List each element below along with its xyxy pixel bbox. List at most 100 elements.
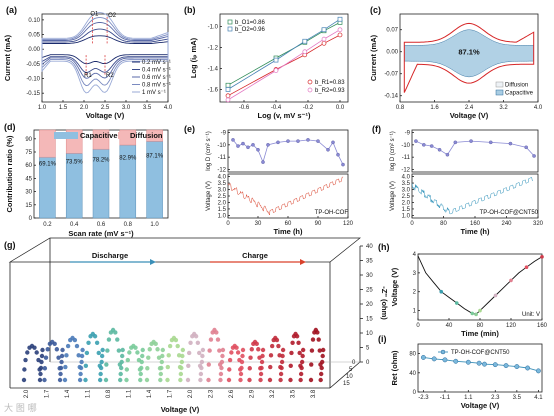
panel-g-arc-point (289, 350, 294, 356)
panel-h-eis-point (478, 308, 482, 313)
panel-g-charge-label: Charge (242, 251, 268, 260)
panel-g-arc-point (83, 377, 88, 383)
panel-a-legend-1: 0.4 mV s⁻¹ (142, 68, 171, 74)
panel-e-bottom-ytick: 1.0 (218, 213, 227, 219)
panel-g-arc-point (57, 377, 63, 383)
panel-g-ztick: 35 (366, 259, 373, 265)
panel-g-xtick: 2.9 (250, 389, 256, 398)
panel-e-xlabel: Time (h) (273, 227, 303, 236)
panel-b-frame (219, 13, 349, 103)
panel-h-eis-point (454, 301, 459, 305)
panel-e-bottom-ytick: 3.0 (218, 188, 227, 194)
panel-g-arc-point (156, 355, 162, 360)
panel-g-ztick: 40 (366, 244, 373, 250)
panel-g-tail-point (220, 347, 226, 353)
panel-f-top-ytick: -11 (402, 155, 411, 161)
panel-g-arc-point (37, 377, 43, 383)
panel-g-xtick: 3.5 (291, 389, 297, 398)
panel-i-ret-point (442, 357, 448, 363)
panel-g-arc-point (207, 348, 212, 353)
panel-i-xtick: -2.3 (418, 395, 429, 401)
panel-f-legend: TP-OH-COF@CNT50 (480, 210, 539, 216)
panel-g-arc-point (153, 341, 158, 347)
panel-b-point (273, 57, 279, 63)
panel-a-legend-2: 0.6 mV s⁻¹ (142, 75, 171, 81)
panel-f-logd-point (422, 143, 426, 147)
panel-g-tail-point (299, 365, 304, 371)
panel-g-arc-point (96, 350, 101, 356)
panel-a-ytick: -0.05 (26, 62, 40, 68)
panel-g-tail-point (300, 353, 305, 359)
panel-g-xtick: 0.8 (106, 389, 112, 398)
panel-g-arc-point (188, 340, 193, 345)
panel-g-arc-point (276, 343, 281, 349)
panel-e-logd-point (276, 140, 280, 145)
panel-e-logd-point (246, 145, 250, 150)
panel-g-ztick: 30 (366, 273, 373, 279)
panel-g-tail-point (39, 359, 44, 365)
panel-f-xtick: 160 (470, 221, 481, 227)
panel-g-ztick: 0 (366, 360, 370, 366)
panel-i-xtick: 4.1 (534, 395, 543, 401)
panel-c-center-label: 87.1% (458, 48, 480, 57)
panel-g-tail-point (300, 347, 306, 353)
panel-d-data-label: 78.2% (92, 158, 110, 164)
panel-g-tail-point (319, 371, 324, 377)
panel-g-tail-point (218, 371, 224, 377)
panel-g-arc-point (32, 345, 37, 350)
panel-g-arc-point (23, 357, 28, 363)
panel-e-voltage-line (227, 176, 344, 216)
panel-g-tail-point (120, 347, 125, 353)
panel-g-tail-point (158, 371, 163, 377)
panel-g-xtick: 1.4 (65, 389, 71, 398)
panel-f-bottom-ytick: 2.0 (402, 200, 411, 206)
panel-g-tail-point (99, 353, 105, 359)
panel-b-point (337, 27, 343, 33)
panel-g-tail-point (240, 347, 246, 353)
panel-g-arc-point (175, 343, 180, 349)
panel-g-arc-point (229, 350, 234, 355)
panel-g-tail-point (98, 371, 103, 377)
panel-h-voltage-line (417, 255, 543, 315)
panel-e-top-ytick: -10 (217, 143, 226, 149)
panel-b-ytick: -1.0 (208, 25, 219, 31)
panel-g-arc-point (145, 366, 150, 371)
panel-g-tail-point (78, 371, 83, 377)
panel-g-ztick: 25 (366, 288, 373, 294)
panel-g-arc-point (193, 334, 199, 339)
panel-g-arc-point (21, 377, 27, 383)
panel-g-arc-point (310, 337, 316, 342)
panel-g-arc-point (215, 337, 221, 342)
panel-c-ytick: -0.07 (384, 72, 398, 78)
panel-h-xlabel: Time (min) (461, 329, 499, 338)
panel-f-logd-point (429, 144, 434, 148)
panel-g-arc-point (258, 377, 263, 383)
panel-g-arc-point (247, 377, 252, 383)
panel-g-arc-point (186, 363, 191, 368)
panel-b-point (337, 16, 343, 22)
panel-g-ztick: 15 (366, 317, 373, 323)
panel-g-tail-point (39, 353, 45, 359)
panel-g-arc-point (63, 364, 68, 370)
panel-g-tail-point (59, 359, 64, 365)
panel-g-arc-point (92, 334, 98, 339)
panel-g-arc-point (42, 366, 48, 371)
panel-b-point (321, 36, 327, 42)
panel-g-tail-point (198, 371, 204, 377)
panel-i-ret-point (514, 364, 520, 370)
panel-d-xtick: 0.2 (43, 222, 52, 228)
panel-g-xtick: 2.6 (229, 389, 235, 398)
panel-a-ytick: 0.00 (28, 47, 40, 53)
panel-g-tail-point (260, 347, 266, 353)
panel-f-top-ytick: -12 (401, 168, 410, 174)
panel-g-arc-point (198, 377, 203, 383)
panel-e-legend: TP-OH-COF (315, 210, 349, 216)
panel-g-arc-point (186, 350, 192, 356)
panel-g-arc-point (208, 337, 214, 342)
panel-b-point (321, 27, 327, 33)
panel-g-arc-point (278, 377, 283, 383)
panel-f-logd-point (437, 147, 442, 152)
panel-g-arc-point (34, 350, 39, 355)
panel-g-tail-point (79, 359, 84, 365)
panel-b-xtick: -0.6 (239, 105, 250, 111)
